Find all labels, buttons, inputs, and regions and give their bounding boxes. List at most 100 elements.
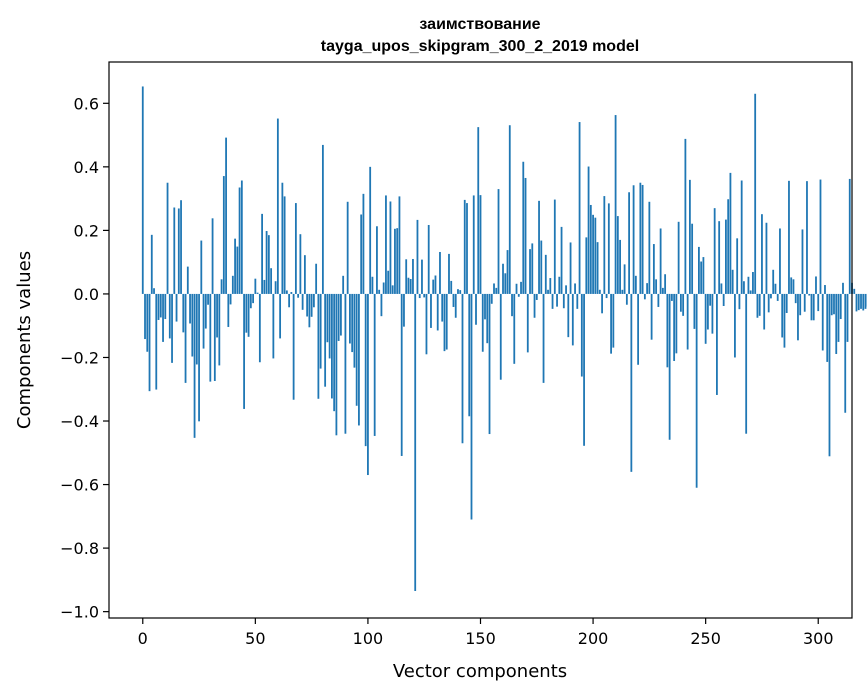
bar-36 [222,176,225,294]
bar-285 [783,293,786,348]
bar-48 [249,293,252,309]
bar-136 [448,253,450,294]
bar-134 [443,293,446,352]
bar-311 [842,282,844,294]
bar-131 [436,293,439,331]
bar-series [141,86,867,591]
bar-44 [240,180,243,294]
bar-168 [520,281,522,294]
bar-147 [472,195,475,294]
bar-225 [648,201,651,294]
bar-67 [292,293,295,400]
bar-221 [639,182,642,294]
bar-74 [308,293,311,328]
bar-187 [562,293,565,309]
bar-107 [382,282,385,294]
bar-210 [614,115,617,294]
bar-65 [288,293,291,308]
bar-203 [598,289,601,294]
bar-224 [646,283,649,294]
bar-273 [756,293,759,318]
bar-117 [405,259,408,294]
bar-252 [709,293,712,306]
bar-242 [686,293,689,350]
bar-22 [191,293,194,357]
bar-301 [819,179,822,294]
bar-103 [373,293,376,436]
bar-180 [547,289,549,294]
bar-240 [682,293,685,316]
bar-41 [234,238,236,294]
chart-title-line-2: tayga_upos_skipgram_300_2_2019 model [321,38,639,55]
bar-271 [752,272,754,294]
bar-124 [421,259,423,294]
bar-195 [580,293,583,377]
bar-237 [675,293,678,354]
bar-316 [853,288,856,294]
bar-10 [164,293,167,320]
bar-272 [754,93,757,294]
bar-314 [848,178,851,294]
bar-222 [641,184,644,294]
x-tick-label: 150 [465,629,496,648]
bar-110 [389,201,392,294]
bar-181 [549,278,552,294]
bar-284 [781,293,784,338]
bar-199 [589,204,592,294]
bar-188 [565,285,567,294]
bar-114 [398,196,401,294]
bar-300 [817,293,820,312]
bar-66 [290,292,293,294]
bar-90 [344,293,347,434]
bar-245 [693,293,696,329]
bar-6 [155,293,158,390]
bar-133 [441,293,444,322]
bar-318 [857,293,860,311]
bar-254 [713,208,716,294]
bar-109 [387,270,390,294]
bar-177 [540,240,543,294]
bar-257 [720,283,723,294]
bar-278 [767,293,770,313]
bar-263 [734,293,736,358]
bar-173 [531,243,534,294]
bar-289 [792,279,795,294]
bar-267 [743,281,745,294]
y-tick-label: 0.4 [74,158,99,177]
bar-190 [569,242,572,294]
bar-85 [333,293,336,412]
bar-2 [146,293,149,352]
bar-102 [371,276,374,294]
x-axis-label: Vector components [393,661,567,682]
bar-200 [592,214,594,294]
bar-321 [864,293,867,309]
bar-176 [538,200,540,294]
x-tick-label: 50 [245,629,265,648]
bar-227 [652,244,655,294]
bar-217 [630,293,633,472]
bar-178 [542,293,545,383]
bar-61 [279,293,282,339]
bar-265 [738,293,741,310]
bar-51 [256,292,259,294]
bar-165 [513,293,516,364]
bar-127 [427,224,430,294]
bar-193 [576,293,579,309]
bar-73 [306,293,309,317]
bar-175 [535,293,538,300]
bar-30 [209,293,212,382]
bar-104 [376,226,378,294]
bar-290 [794,293,797,304]
bar-303 [824,285,826,294]
y-tick-label: −0.2 [60,348,99,367]
bar-113 [396,228,399,294]
bar-170 [524,177,527,294]
bar-33 [216,293,218,338]
bar-207 [607,203,610,294]
bar-304 [826,293,829,362]
y-tick-label: −1.0 [60,603,99,622]
bar-7 [157,293,160,320]
bar-24 [195,293,198,365]
bar-233 [666,293,669,368]
